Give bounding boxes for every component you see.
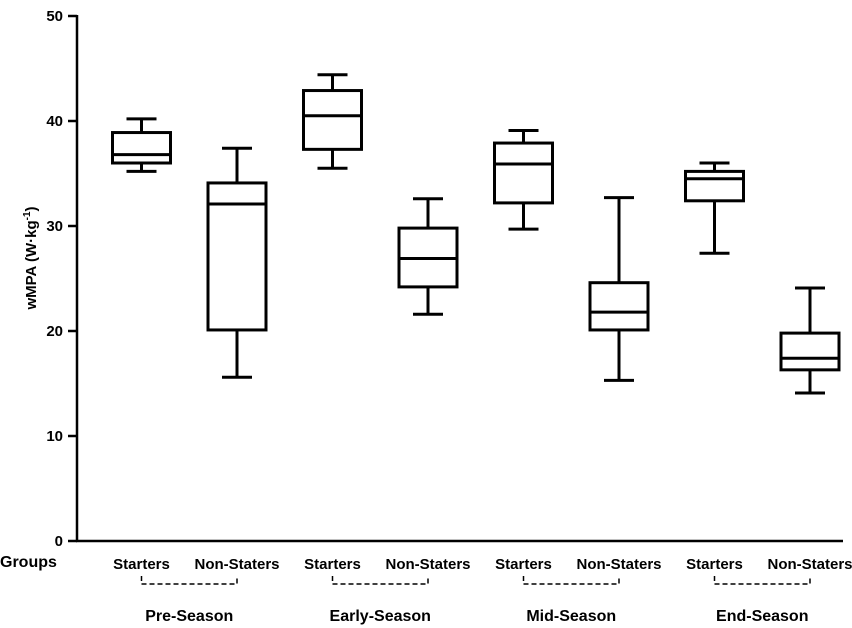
iqr-box [684, 169, 745, 203]
y-axis-title-superscript: -1 [22, 211, 33, 220]
box-non-staters-pre-season [206, 146, 268, 379]
iqr-box [111, 131, 172, 165]
group-label: Starters [113, 556, 170, 573]
y-tick-label: 40 [46, 113, 63, 130]
phase-label: Pre-Season [145, 608, 233, 625]
phase-bracket-line [140, 576, 238, 585]
phase-bracket-line [331, 576, 429, 585]
iqr-box [206, 181, 268, 332]
y-tick-label: 50 [46, 8, 63, 25]
iqr-box [588, 281, 650, 332]
phase-label: Early-Season [330, 608, 431, 625]
box-starters-early-season [302, 73, 363, 170]
box-series [111, 73, 841, 395]
y-axis-title: wMPA (W·kg-1) [22, 206, 40, 310]
y-axis-title-close: ) [23, 206, 40, 211]
group-label: Non-Staters [194, 556, 279, 573]
box-non-staters-mid-season [588, 196, 650, 382]
y-tick-label: 20 [46, 323, 63, 340]
y-tick-label: 30 [46, 218, 63, 235]
iqr-box [779, 331, 841, 372]
phase-label: End-Season [716, 608, 808, 625]
y-axis-title-main: wMPA (W·kg [23, 220, 40, 310]
phase-bracket [713, 576, 811, 585]
box-starters-pre-season [111, 117, 172, 173]
phase-bracket [140, 576, 238, 585]
y-tick-label: 10 [46, 428, 63, 445]
group-label: Non-Staters [767, 556, 852, 573]
box-non-staters-end-season [779, 286, 841, 395]
group-label: Starters [495, 556, 552, 573]
phase-label: Mid-Season [526, 608, 616, 625]
groups-label: Groups [0, 554, 57, 571]
group-label: Starters [686, 556, 743, 573]
iqr-box [302, 89, 363, 151]
box-non-staters-early-season [397, 197, 459, 316]
y-ticks: 0 10 20 30 40 50 [46, 8, 77, 550]
axes [75, 15, 843, 543]
box-starters-end-season [684, 161, 745, 255]
phase-bracket [331, 576, 429, 585]
phase-bracket [522, 576, 620, 585]
group-label: Non-Staters [576, 556, 661, 573]
y-tick-label: 0 [55, 533, 63, 550]
category-labels: Starters Non-Staters Starters Non-Staters St… [113, 556, 852, 625]
phase-bracket-line [713, 576, 811, 585]
phase-bracket-line [522, 576, 620, 585]
iqr-box [493, 141, 554, 205]
box-starters-mid-season [493, 128, 554, 231]
group-label: Starters [304, 556, 361, 573]
group-label: Non-Staters [385, 556, 470, 573]
